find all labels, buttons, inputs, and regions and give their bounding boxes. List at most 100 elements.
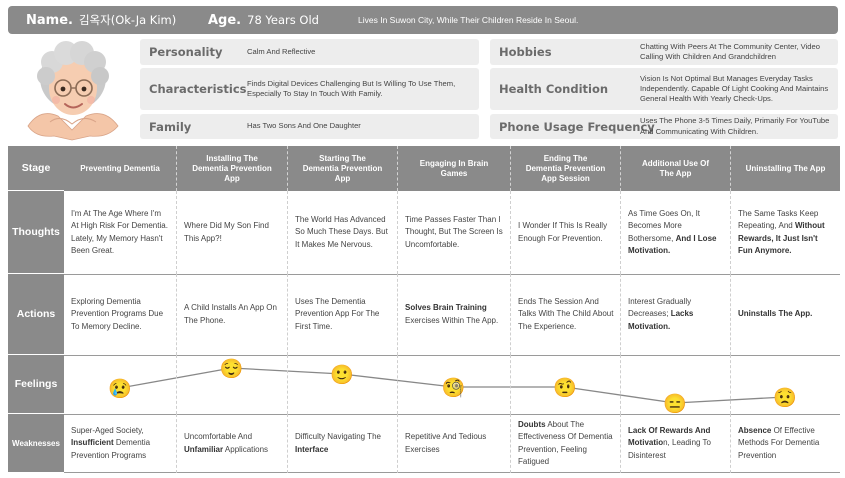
thought-cell: The World Has Advanced So Much These Day… [287, 191, 397, 274]
phone-usage-box: Phone Usage Frequency Uses The Phone 3-5… [490, 114, 838, 139]
personality-label: Personality [149, 45, 223, 59]
feeling-emoji-icon: 😌 [220, 358, 244, 380]
action-text: Solves Brain Training Exercises Within T… [405, 302, 504, 327]
action-text: Exploring Dementia Prevention Programs D… [71, 296, 170, 333]
stage-title: Engaging In Brain Games [397, 146, 510, 191]
action-text: Uses The Dementia Prevention App For The… [295, 296, 391, 333]
thought-text: I Wonder If This Is Really Enough For Pr… [518, 220, 614, 245]
feeling-cell [730, 355, 840, 414]
action-text: A Child Installs An App On The Phone. [184, 302, 281, 327]
weakness-cell: Lack Of Rewards And Motivation, Leading … [620, 414, 730, 473]
thought-cell: The Same Tasks Keep Repeating, And Witho… [730, 191, 840, 274]
text-segment: Of Effective Methods For Dementia Preven… [738, 425, 820, 460]
thought-text: The Same Tasks Keep Repeating, And Witho… [738, 208, 834, 258]
age-group: Age. 78 Years Old [208, 13, 319, 28]
text-segment: Uses The Dementia Prevention App For The… [295, 296, 380, 331]
thought-cell: Where Did My Son Find This App?! [176, 191, 287, 274]
weakness-cell: Doubts About The Effectiveness Of Dement… [510, 414, 620, 473]
weakness-text: Super-Aged Society, Insufficient Dementi… [71, 425, 170, 462]
feelings-line [119, 367, 786, 404]
health-box: Health Condition Vision Is Not Optimal B… [490, 68, 838, 110]
text-segment: Repetitive And Tedious Exercises [405, 432, 487, 454]
weakness-text: Absence Of Effective Methods For Dementi… [738, 425, 834, 462]
weakness-cell: Super-Aged Society, Insufficient Dementi… [64, 414, 176, 473]
personality-box: Personality Calm And Reflective [140, 39, 479, 65]
text-segment: The World Has Advanced So Much These Day… [295, 214, 388, 249]
weakness-text: Repetitive And Tedious Exercises [405, 431, 504, 456]
bold-text: Interface [295, 444, 329, 454]
age-value: 78 Years Old [247, 13, 319, 27]
avatar-illustration [27, 41, 119, 141]
stage-title: Additional Use Of The App [620, 146, 730, 191]
family-value: Has Two Sons And One Daughter [247, 121, 361, 131]
feeling-emoji-icon: 😑 [663, 393, 687, 414]
text-segment: Uncomfortable And [184, 432, 253, 442]
weakness-text: Doubts About The Effectiveness Of Dement… [518, 419, 614, 469]
location-text: Lives In Suwon City, While Their Childre… [358, 15, 579, 25]
action-cell: A Child Installs An App On The Phone. [176, 274, 287, 355]
row-divider [64, 274, 840, 275]
weakness-cell: Absence Of Effective Methods For Dementi… [730, 414, 840, 473]
stage-title: Ending The Dementia Prevention App Sessi… [510, 146, 620, 191]
row-header-feelings: Feelings [8, 355, 64, 414]
health-value: Vision Is Not Optimal But Manages Everyd… [640, 73, 829, 103]
stage-title: Preventing Dementia [64, 146, 176, 191]
bold-text: Doubts [518, 419, 546, 429]
journey-map: Stage Thoughts Actions Feelings Weakness… [8, 146, 840, 473]
feeling-cell [64, 355, 176, 414]
characteristics-value: Finds Digital Devices Challenging But Is… [247, 78, 456, 98]
age-label: Age. [208, 12, 242, 28]
health-label: Health Condition [499, 82, 609, 96]
thought-text: As Time Goes On, It Becomes More Bothers… [628, 208, 724, 258]
stage-title: Starting The Dementia Prevention App [287, 146, 397, 191]
action-cell: Exploring Dementia Prevention Programs D… [64, 274, 176, 355]
action-cell: Ends The Session And Talks With The Chil… [510, 274, 620, 355]
text-segment: Where Did My Son Find This App?! [184, 221, 269, 243]
row-header-stage: Stage [8, 146, 64, 191]
text-segment: A Child Installs An App On The Phone. [184, 303, 277, 325]
row-header-weaknesses: Weaknesses [8, 414, 64, 473]
thought-cell: I Wonder If This Is Really Enough For Pr… [510, 191, 620, 274]
bold-text: Solves Brain Training [405, 303, 487, 313]
weakness-cell: Difficulty Navigating The Interface [287, 414, 397, 473]
text-segment: Interest Gradually Decreases; [628, 296, 692, 319]
text-segment: I'm At The Age Where I'm At High Risk Fo… [71, 208, 168, 255]
thought-text: Time Passes Faster Than I Thought, But T… [405, 214, 504, 251]
bold-text: And I Lose Motivation. [628, 233, 717, 255]
text-segment: Exercises Within The App. [405, 315, 499, 325]
feeling-cell [620, 355, 730, 414]
text-segment: Time Passes Faster Than I Thought, But T… [405, 214, 503, 249]
text-segment: Difficulty Navigating The [295, 432, 381, 442]
thought-cell: Time Passes Faster Than I Thought, But T… [397, 191, 510, 274]
thought-text: Where Did My Son Find This App?! [184, 220, 281, 245]
bold-text: Lack Of Rewards And Motivatio [628, 425, 711, 448]
bold-text: Uninstalls The App. [738, 309, 813, 319]
text-segment: Dementia Prevention Programs [71, 438, 151, 460]
thought-text: I'm At The Age Where I'm At High Risk Fo… [71, 208, 170, 258]
text-segment: Applications [223, 444, 269, 454]
hobbies-value: Chatting With Peers At The Community Cen… [640, 41, 820, 61]
action-cell: Uninstalls The App. [730, 274, 840, 355]
weakness-text: Uncomfortable And Unfamiliar Application… [184, 431, 281, 456]
name-label: Name. [26, 12, 73, 28]
name-group: Name. 김옥자(Ok-Ja Kim) [26, 12, 176, 28]
bold-text: Insufficient [71, 438, 114, 448]
family-box: Family Has Two Sons And One Daughter [140, 114, 479, 139]
action-text: Uninstalls The App. [738, 308, 812, 320]
characteristics-label: Characteristics [149, 82, 247, 96]
family-label: Family [149, 119, 192, 134]
weakness-text: Difficulty Navigating The Interface [295, 431, 391, 456]
action-cell: Solves Brain Training Exercises Within T… [397, 274, 510, 355]
row-divider [64, 355, 840, 356]
feeling-emoji-icon: 😟 [773, 387, 797, 409]
row-header-actions: Actions [8, 274, 64, 355]
text-segment: About The Effectiveness Of Dementia Prev… [518, 419, 613, 466]
text-segment: Exploring Dementia Prevention Programs D… [71, 296, 164, 331]
action-cell: Uses The Dementia Prevention App For The… [287, 274, 397, 355]
stage-title: Uninstalling The App [730, 146, 840, 191]
bold-text: Without Rewards, It Just Isn't Fun Anymo… [738, 221, 825, 255]
action-text: Ends The Session And Talks With The Chil… [518, 296, 614, 333]
bold-text: Lacks Motivation. [628, 309, 694, 331]
bold-text: Absence [738, 425, 772, 435]
row-divider [64, 414, 840, 415]
